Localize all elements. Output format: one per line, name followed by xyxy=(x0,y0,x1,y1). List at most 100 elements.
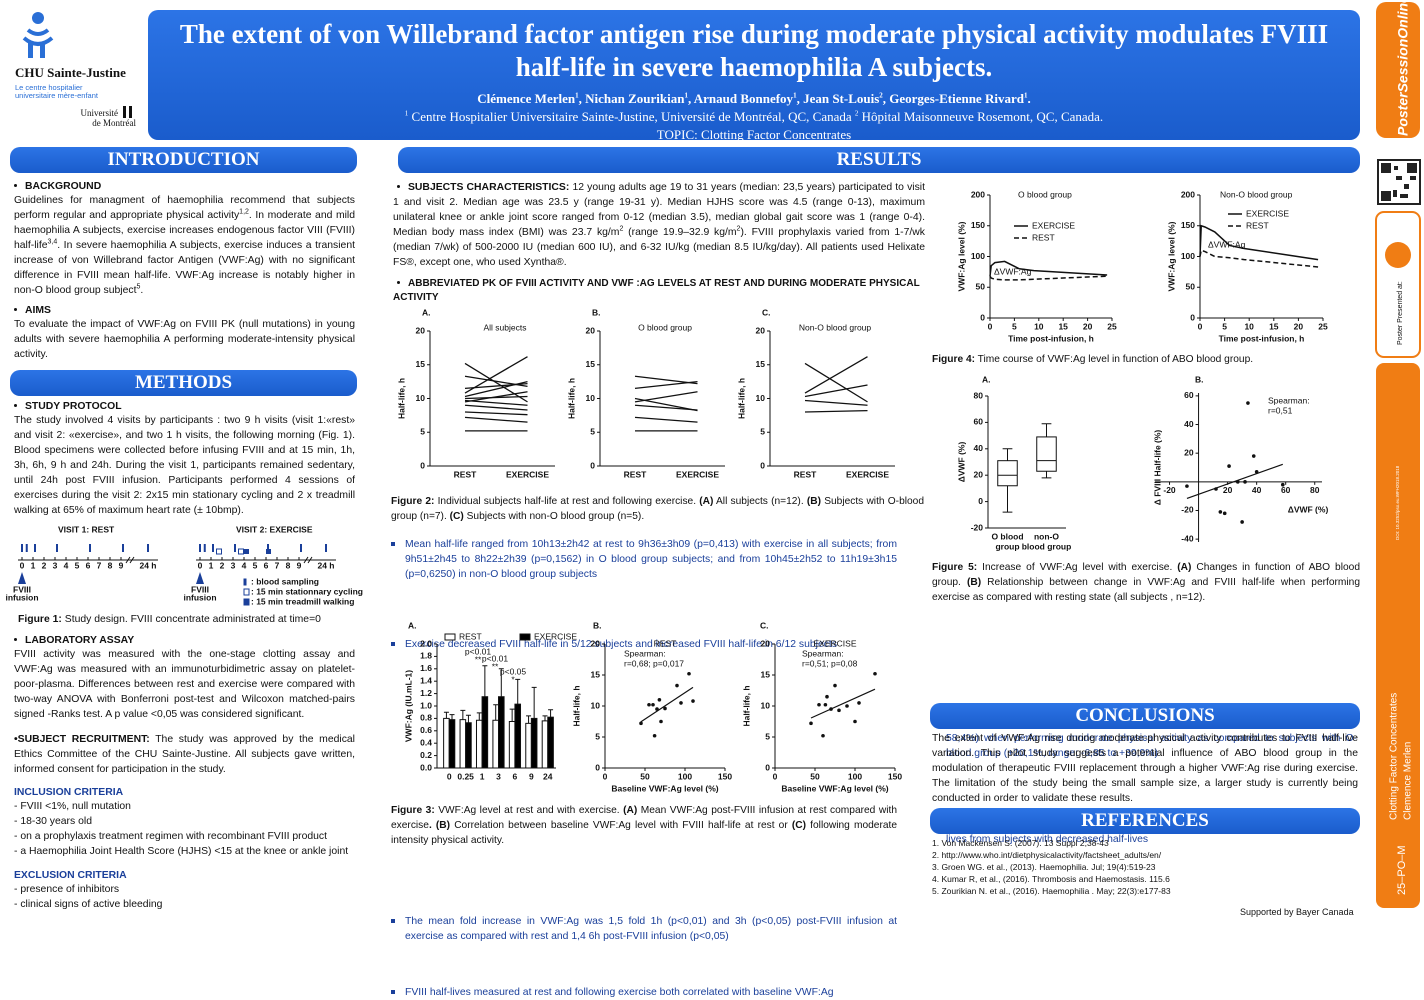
x-tick-label: REST xyxy=(624,469,647,479)
text-run: . xyxy=(140,285,144,296)
title: The extent of von Willebrand factor anti… xyxy=(179,19,1329,82)
text-run: Hôpital Maisonneuve Rosemont, QC, Canada… xyxy=(858,109,1104,124)
text-run: (A) xyxy=(1177,562,1192,573)
poster-code: 25–PO–M xyxy=(1396,845,1408,895)
brand: PosterSessionOnline.com xyxy=(1395,0,1411,136)
series-line xyxy=(989,260,1108,277)
subheading: BACKGROUND xyxy=(10,179,101,194)
subject-line xyxy=(464,399,528,406)
trend-line xyxy=(810,688,876,719)
x-tick-label: 100 xyxy=(678,771,692,781)
paragraph: SUBJECTS CHARACTERISTICS: 12 young adult… xyxy=(393,180,925,270)
text-run: Guidelines for managment of haemophilia … xyxy=(14,195,355,221)
text-run: Clémence Merlen xyxy=(477,91,576,106)
text-run: All subjects (n=12). xyxy=(713,496,807,507)
point xyxy=(837,708,841,713)
timeline-label: 6 xyxy=(86,560,91,570)
text-run: (C) xyxy=(791,820,807,831)
y-tick-label: 0 xyxy=(1190,312,1195,322)
y-tick-label: -40 xyxy=(1181,533,1194,543)
legend-label: REST xyxy=(1246,220,1269,230)
y-tick-label: 0 xyxy=(595,762,600,772)
inclusion-list: - FVIII <1%, null mutation - 18-30 years… xyxy=(14,799,359,859)
x-axis-label: ΔVWF (%) xyxy=(1288,504,1329,514)
logo: CHU Sainte-Justine Le centre hospitalier… xyxy=(15,12,136,128)
text-run: Figure 5: xyxy=(932,562,978,573)
point xyxy=(809,721,813,726)
y-tick-label: 20 xyxy=(586,325,596,335)
sampling-marker xyxy=(212,544,214,552)
text-run: 3,4 xyxy=(47,238,58,246)
cycling-marker xyxy=(238,548,244,555)
sampling-marker xyxy=(25,544,28,552)
x-tick-label: 50 xyxy=(640,771,650,781)
trend-line xyxy=(1186,463,1283,499)
x-tick-label: 3 xyxy=(496,771,501,781)
x-tick-label: 20 xyxy=(1294,321,1304,331)
y-tick-label: 1.0 xyxy=(420,700,432,710)
doi: DOI: 10.3252/pso.eu.WFH2018.2018 xyxy=(1395,465,1400,540)
timeline-end: 24 h xyxy=(317,560,334,570)
whisker xyxy=(1041,423,1052,437)
text-run: 1 xyxy=(684,91,688,100)
text-run: Changes in function of ABO blood group. xyxy=(932,562,1360,588)
x-tick-label: 100 xyxy=(848,771,862,781)
title-banner: The extent of von Willebrand factor anti… xyxy=(148,10,1360,142)
error-bar xyxy=(443,711,449,719)
legend-label: : blood sampling xyxy=(251,576,319,586)
y-axis-label: Half-life, h xyxy=(566,378,576,419)
point xyxy=(657,698,662,702)
section-header: CONCLUSIONS xyxy=(930,703,1360,729)
point xyxy=(675,683,679,688)
y-tick-label: 20 xyxy=(974,469,984,479)
poster: CHU Sainte-Justine Le centre hospitalier… xyxy=(0,0,1424,921)
paragraph: FVIII activity was measured with the one… xyxy=(14,649,355,720)
text-run: (C) xyxy=(449,511,464,522)
sampling-marker xyxy=(122,544,124,552)
text-run: Time course of VWF:Ag level in function … xyxy=(975,354,1254,365)
annotation: * xyxy=(511,674,515,684)
text-run: Individual subjects half-life at rest an… xyxy=(434,496,700,507)
y-tick-label: 150 xyxy=(971,220,985,230)
error-bar xyxy=(482,665,488,697)
bar xyxy=(475,719,483,769)
point xyxy=(639,721,643,726)
topic: TOPIC: Clotting Factor Concentrates xyxy=(656,127,852,142)
panel-label: B. xyxy=(1195,374,1204,384)
panel-label: B. xyxy=(593,620,602,630)
y-axis-label: VWF:Ag level (%) xyxy=(1166,221,1176,291)
caption: Figure 5: Increase of VWF:Ag level with … xyxy=(932,560,1360,605)
point xyxy=(1222,511,1227,516)
x-tick-label: 150 xyxy=(718,771,732,781)
caption: Figure 3: VWF:Ag level at rest and with … xyxy=(391,803,897,848)
text-run: Figure 1: xyxy=(18,614,62,625)
point xyxy=(829,707,833,711)
point xyxy=(687,671,691,676)
timeline-label: 7 xyxy=(275,560,280,570)
point xyxy=(679,701,683,705)
timeline-label: 5 xyxy=(75,560,80,570)
subject-line xyxy=(464,375,528,387)
point xyxy=(651,702,655,707)
x-tick-label: 1 xyxy=(480,771,485,781)
x-tick-label: 80 xyxy=(1310,485,1320,495)
y-tick-label: -20 xyxy=(1181,505,1194,515)
point xyxy=(1218,510,1223,514)
x-tick-label: 10 xyxy=(1244,321,1254,331)
text-run: . xyxy=(428,820,432,831)
text-run: 12 young adults age 19 to 31 years (medi… xyxy=(393,182,925,238)
subject-line xyxy=(464,404,528,411)
affiliations: 1 Centre Hospitalier Universitaire Saint… xyxy=(148,108,1360,125)
subject-line xyxy=(634,375,698,385)
bar xyxy=(481,696,489,769)
text-run: 2 xyxy=(854,109,859,118)
subject-line xyxy=(634,397,698,412)
y-tick-label: 0.6 xyxy=(420,725,432,735)
annotation: p<0.05 xyxy=(500,666,527,676)
sidebar-topic: Clotting Factor Concentrates xyxy=(1389,693,1400,820)
bar xyxy=(508,721,516,769)
box xyxy=(997,460,1018,487)
subject-line xyxy=(464,391,528,403)
x-tick-label: EXERCISE xyxy=(846,469,889,479)
timeline-label: 8 xyxy=(286,560,291,570)
